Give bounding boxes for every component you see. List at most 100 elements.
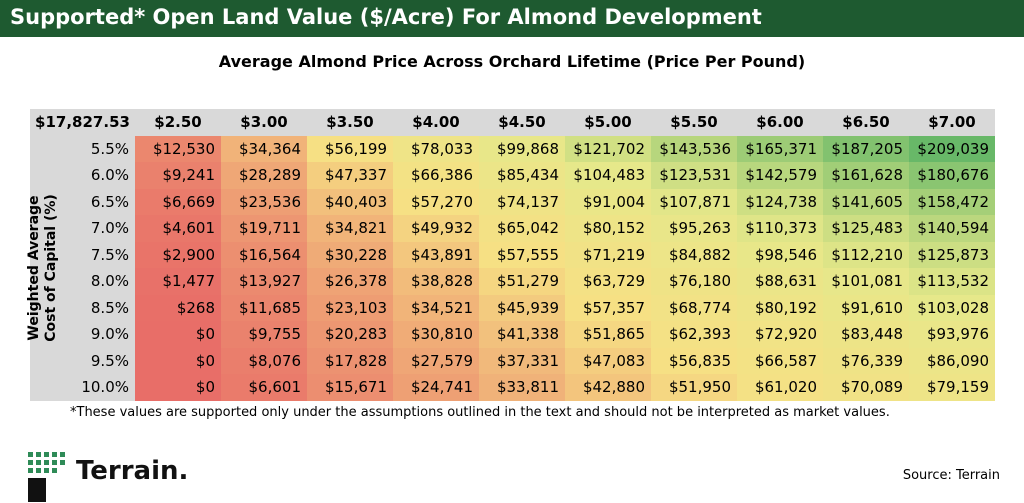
cell: $187,205 <box>823 135 909 162</box>
cell: $68,774 <box>651 294 737 321</box>
cell: $57,357 <box>565 294 651 321</box>
row-label: 10.0% <box>81 378 129 396</box>
cell: $95,263 <box>651 215 737 242</box>
source: Source: Terrain <box>902 468 1000 483</box>
footnote: *These values are supported only under t… <box>70 405 890 420</box>
row-label: 5.5% <box>90 139 129 158</box>
cell: $161,628 <box>823 162 909 189</box>
cell: $33,811 <box>479 374 565 401</box>
cell: $80,192 <box>737 294 823 321</box>
cell: $141,605 <box>823 188 909 215</box>
cell: $40,403 <box>307 188 393 215</box>
cell: $209,039 <box>909 135 995 162</box>
cell: $80,152 <box>565 215 651 242</box>
cell: $124,738 <box>737 188 823 215</box>
column-header: $5.50 <box>670 113 718 131</box>
cell: $74,137 <box>479 188 565 215</box>
cell: $98,546 <box>737 241 823 268</box>
cell: $76,180 <box>651 268 737 295</box>
cell: $113,532 <box>909 268 995 295</box>
cell: $70,089 <box>823 374 909 401</box>
logo-icon <box>28 452 65 502</box>
row-label: 9.5% <box>90 351 129 370</box>
cell: $78,033 <box>393 135 479 162</box>
cell: $12,530 <box>135 135 221 162</box>
cell: $24,741 <box>393 374 479 401</box>
cell: $91,610 <box>823 294 909 321</box>
cell: $2,900 <box>135 241 221 268</box>
cell: $49,932 <box>393 215 479 242</box>
cell: $0 <box>135 347 221 374</box>
cell: $47,083 <box>565 347 651 374</box>
cell: $56,835 <box>651 347 737 374</box>
cell: $4,601 <box>135 215 221 242</box>
cell: $76,339 <box>823 347 909 374</box>
cell: $85,434 <box>479 162 565 189</box>
cell: $123,531 <box>651 162 737 189</box>
row-label: 9.0% <box>90 325 129 343</box>
cell: $63,729 <box>565 268 651 295</box>
cell: $83,448 <box>823 321 909 348</box>
column-header: $4.50 <box>498 113 546 131</box>
title-bar: Supported* Open Land Value ($/Acre) For … <box>0 0 1024 37</box>
row-label: 7.5% <box>90 245 129 264</box>
cell: $15,671 <box>307 374 393 401</box>
cell: $30,228 <box>307 241 393 268</box>
cell: $51,865 <box>565 321 651 348</box>
row-title: Weighted Average Cost of Capital (%) <box>26 168 66 368</box>
cell: $9,241 <box>135 162 221 189</box>
cell: $125,483 <box>823 215 909 242</box>
cell: $56,199 <box>307 135 393 162</box>
cell: $38,828 <box>393 268 479 295</box>
cell: $93,976 <box>909 321 995 348</box>
cell: $62,393 <box>651 321 737 348</box>
cell: $112,210 <box>823 241 909 268</box>
cell: $51,950 <box>651 374 737 401</box>
cell: $13,927 <box>221 268 307 295</box>
cell: $16,564 <box>221 241 307 268</box>
corner: $17,827.53 <box>35 113 130 131</box>
header-bg <box>30 109 995 136</box>
column-header: $3.00 <box>240 113 288 131</box>
row-title-line: Weighted Average <box>26 195 42 341</box>
cell: $91,004 <box>565 188 651 215</box>
cell: $42,880 <box>565 374 651 401</box>
cell: $143,536 <box>651 135 737 162</box>
logo-text: Terrain. <box>76 456 189 486</box>
cell: $57,555 <box>479 241 565 268</box>
cell: $158,472 <box>909 188 995 215</box>
cell: $11,685 <box>221 294 307 321</box>
cell: $30,810 <box>393 321 479 348</box>
cell: $142,579 <box>737 162 823 189</box>
cell: $72,920 <box>737 321 823 348</box>
cell: $34,821 <box>307 215 393 242</box>
cell: $17,828 <box>307 347 393 374</box>
cell: $125,873 <box>909 241 995 268</box>
cell: $41,338 <box>479 321 565 348</box>
cell: $8,076 <box>221 347 307 374</box>
cell: $47,337 <box>307 162 393 189</box>
cell: $110,373 <box>737 215 823 242</box>
cell: $28,289 <box>221 162 307 189</box>
cell: $180,676 <box>909 162 995 189</box>
cell: $268 <box>135 294 221 321</box>
row-title-line: Cost of Capital (%) <box>43 194 59 342</box>
subtitle: Average Almond Price Across Orchard Life… <box>218 52 806 71</box>
cell: $86,090 <box>909 347 995 374</box>
cell: $140,594 <box>909 215 995 242</box>
cell: $27,579 <box>393 347 479 374</box>
cell: $1,477 <box>135 268 221 295</box>
cell: $99,868 <box>479 135 565 162</box>
cell: $57,270 <box>393 188 479 215</box>
cell: $66,587 <box>737 347 823 374</box>
cell: $51,279 <box>479 268 565 295</box>
cell: $19,711 <box>221 215 307 242</box>
cell: $6,601 <box>221 374 307 401</box>
cell: $0 <box>135 321 221 348</box>
label-bg <box>30 109 135 401</box>
cell: $104,483 <box>565 162 651 189</box>
cell: $165,371 <box>737 135 823 162</box>
row-label: 6.0% <box>90 166 129 184</box>
cell: $37,331 <box>479 347 565 374</box>
cell: $79,159 <box>909 374 995 401</box>
